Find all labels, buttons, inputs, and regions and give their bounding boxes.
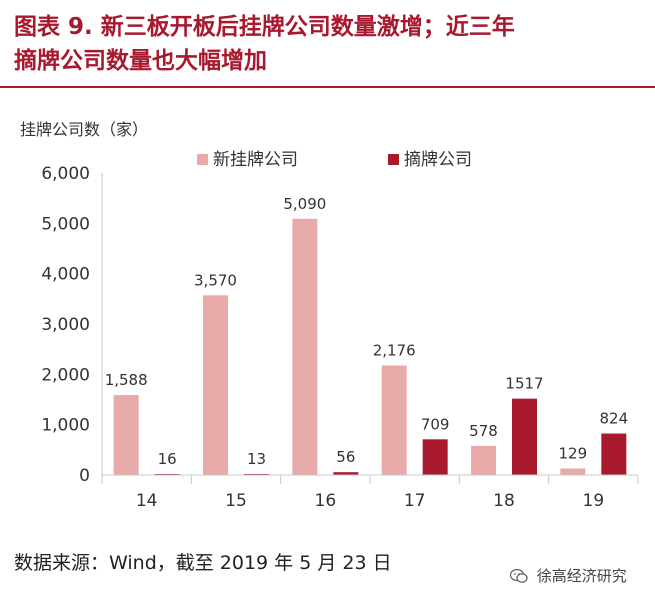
data-label: 13 [247,450,266,468]
legend: 新挂牌公司 摘牌公司 [197,150,472,170]
data-label: 129 [559,445,588,463]
chart-title: 图表 9. 新三板开板后挂牌公司数量激增；近三年 摘牌公司数量也大幅增加 [14,10,644,78]
bar-new-listing-16 [292,218,318,475]
data-label: 16 [158,450,177,468]
bar-delisting-18 [512,398,537,475]
bar-delisting-19 [601,433,627,475]
bar-new-listing-17 [381,365,407,475]
bar-new-listing-19 [560,468,586,475]
data-label: 5,090 [283,195,326,213]
y-tick-label: 3,000 [41,315,90,335]
bar-delisting-16 [333,472,359,475]
bar-new-listing-14 [113,395,139,475]
data-label: 824 [600,410,629,428]
chart-title-line-1: 图表 9. 新三板开板后挂牌公司数量激增；近三年 [14,14,515,40]
x-tick-label: 15 [225,491,247,511]
legend-label: 摘牌公司 [404,150,472,170]
x-tick-label: 16 [315,491,337,511]
x-tick-label: 17 [404,491,426,511]
data-label: 1517 [505,375,543,393]
data-label: 709 [421,415,450,433]
wechat-icon [510,568,528,583]
data-label: 56 [336,448,355,466]
y-tick-label: 0 [79,466,90,486]
y-tick-label: 4,000 [41,265,90,285]
x-axis: 14 15 16 17 18 19 [101,474,639,511]
y-tick-label: 2,000 [41,365,90,385]
x-tick-label: 18 [493,491,515,511]
data-source-note: 数据来源：Wind，截至 2019 年 5 月 23 日 [14,552,392,574]
data-label: 3,570 [194,271,237,289]
y-tick-label: 1,000 [41,416,90,436]
y-tick-label: 5,000 [41,214,90,234]
x-tick-label: 14 [136,491,158,511]
data-label: 578 [469,422,498,440]
y-axis-label: 挂牌公司数（家） [20,120,148,139]
bars: 1,588 3,570 5,090 2,176 578 129 16 13 56 709 1517 8… [105,195,628,475]
data-label: 2,176 [373,341,416,359]
brand-watermark: 徐高经济研究 [510,565,627,586]
chart-title-line-2: 摘牌公司数量也大幅增加 [14,48,267,74]
y-axis-ticks: 0 1,000 2,000 3,000 4,000 5,000 6,000 [41,164,90,486]
y-tick-label: 6,000 [41,164,90,184]
legend-swatch [388,154,399,165]
legend-label: 新挂牌公司 [213,150,298,170]
x-tick-label: 19 [583,491,605,511]
title-divider [0,86,655,88]
bar-delisting-17 [422,439,448,475]
brand-name: 徐高经济研究 [536,567,627,585]
bar-new-listing-15 [203,295,228,475]
data-label: 1,588 [105,371,148,389]
legend-swatch [197,154,208,165]
bar-new-listing-18 [471,445,496,475]
